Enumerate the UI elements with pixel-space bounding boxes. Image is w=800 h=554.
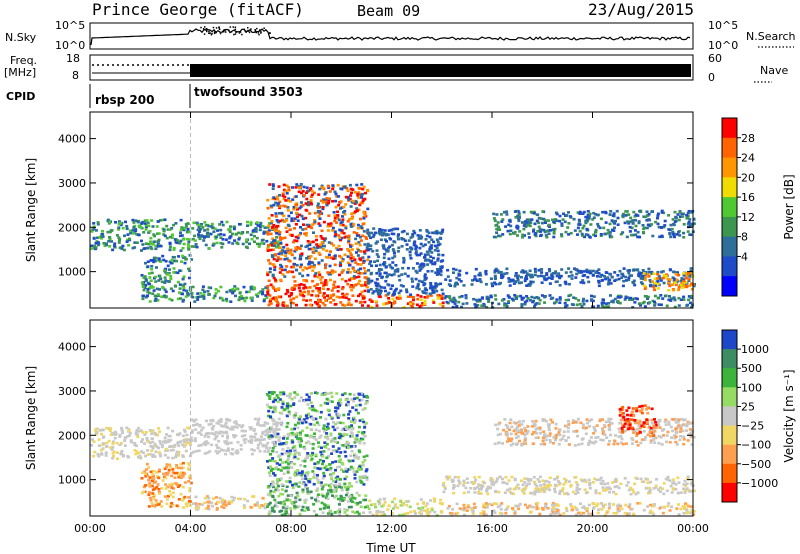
freq-trace-dense <box>190 64 691 77</box>
power-y-tick-label: 4000 <box>58 133 86 146</box>
velocity-colorbar-tick: 1000 <box>741 343 769 356</box>
power-colorbar-tick: 4 <box>741 250 748 263</box>
power-colorbar-swatch <box>722 157 737 178</box>
nsearch-label: N.Search <box>746 30 796 43</box>
velocity-colorbar-swatch <box>722 425 737 446</box>
x-tick-label: 00:00 <box>74 522 106 535</box>
x-tick-label: 12:00 <box>376 522 408 535</box>
power-colorbar-swatch <box>722 236 737 257</box>
freq-unit-label: [MHz] <box>4 66 36 79</box>
nsky-right-tick-high: 10^5 <box>708 19 738 32</box>
velocity-colorbar-tick: 100 <box>741 381 762 394</box>
nsky-trace <box>90 26 691 46</box>
nsky-label: N.Sky <box>5 31 37 44</box>
velocity-colorbar-swatch <box>722 463 737 484</box>
nsky-right-tick-low: 10^0 <box>708 39 738 52</box>
velocity-colorbar-tick: 500 <box>741 362 762 375</box>
freq-tick-low: 8 <box>72 69 79 82</box>
velocity-colorbar-swatch <box>722 406 737 426</box>
velocity-colorbar-swatch <box>722 368 737 388</box>
x-tick-label: 00:00 <box>677 522 709 535</box>
power-colorbar-swatch <box>722 118 737 139</box>
velocity-colorbar-tick: −25 <box>741 420 764 433</box>
velocity-colorbar-tick: −100 <box>741 439 771 452</box>
nave-tick-low: 0 <box>708 71 715 84</box>
velocity-colorbar-frame <box>721 329 738 503</box>
velocity-y-tick-label: 4000 <box>58 341 86 354</box>
velocity-y-tick-label: 3000 <box>58 385 86 398</box>
power-colorbar-swatch <box>722 276 737 297</box>
power-colorbar-tick: 16 <box>741 191 755 204</box>
nsky-tick-high: 10^5 <box>55 19 85 32</box>
velocity-colorbar-tick: −1000 <box>741 477 778 490</box>
x-axis-label: Time UT <box>365 541 416 554</box>
freq-panel-frame <box>89 54 694 81</box>
x-tick-label: 16:00 <box>476 522 508 535</box>
power-panel: 1000 2000 3000 4000 Slant Range [km] 28 24 20 16… <box>24 111 796 309</box>
power-frame <box>89 111 694 309</box>
power-colorbar-tick: 24 <box>741 152 755 165</box>
velocity-colorbar-swatch <box>722 387 737 407</box>
freq-tick-high: 18 <box>66 52 80 65</box>
velocity-y-axis-label: Slant Range [km] <box>24 366 38 470</box>
x-tick-label: 20:00 <box>577 522 609 535</box>
power-colorbar-tick: 20 <box>741 171 755 184</box>
power-colorbar-frame <box>721 117 738 297</box>
power-colorbar-swatch <box>722 216 737 238</box>
cpid-segment-twofsound: twofsound 3503 <box>194 85 303 99</box>
power-y-axis-label: Slant Range [km] <box>24 158 38 262</box>
power-colorbar-tick: 8 <box>741 231 748 244</box>
beam-label: Beam 09 <box>357 2 420 20</box>
power-colorbar-swatch <box>722 137 737 158</box>
x-tick-label: 04:00 <box>175 522 207 535</box>
power-colorbar-label: Power [dB] <box>782 174 796 239</box>
power-y-tick-label: 1000 <box>58 266 86 279</box>
velocity-panel: 1000 2000 3000 4000 00:00 04:00 08:00 12:00 16:0… <box>24 319 796 535</box>
nave-tick-high: 60 <box>708 52 722 65</box>
velocity-y-tick-label: 1000 <box>58 474 86 487</box>
power-y-tick-label: 2000 <box>58 221 86 234</box>
freq-label: Freq. <box>10 54 37 67</box>
cpid-label: CPID <box>6 90 35 103</box>
velocity-colorbar-tick: −500 <box>741 458 771 471</box>
velocity-colorbar-tick: 25 <box>741 400 755 413</box>
velocity-colorbar-swatch <box>722 349 737 369</box>
power-colorbar-swatch <box>722 256 737 277</box>
power-colorbar-tick: 12 <box>741 211 755 224</box>
nsky-panel-frame <box>89 22 694 50</box>
velocity-cells <box>90 391 696 517</box>
velocity-y-tick-label: 2000 <box>58 429 86 442</box>
power-cells <box>90 183 696 309</box>
cpid-segment-rbsp: rbsp 200 <box>95 93 154 107</box>
nsky-tick-low: 10^0 <box>55 39 85 52</box>
nave-label: Nave <box>760 64 788 77</box>
velocity-colorbar-swatch <box>722 330 737 350</box>
power-colorbar-tick: 28 <box>741 132 755 145</box>
velocity-colorbar-swatch <box>722 444 737 465</box>
power-colorbar-swatch <box>722 197 737 218</box>
power-colorbar-swatch <box>722 177 737 198</box>
power-y-tick-label: 3000 <box>58 177 86 190</box>
velocity-colorbar-label: Velocity [m s⁻¹] <box>782 369 796 462</box>
x-tick-label: 08:00 <box>275 522 307 535</box>
date-label: 23/Aug/2015 <box>588 0 694 19</box>
station-title: Prince George (fitACF) <box>92 0 304 19</box>
velocity-colorbar-swatch <box>722 482 737 503</box>
